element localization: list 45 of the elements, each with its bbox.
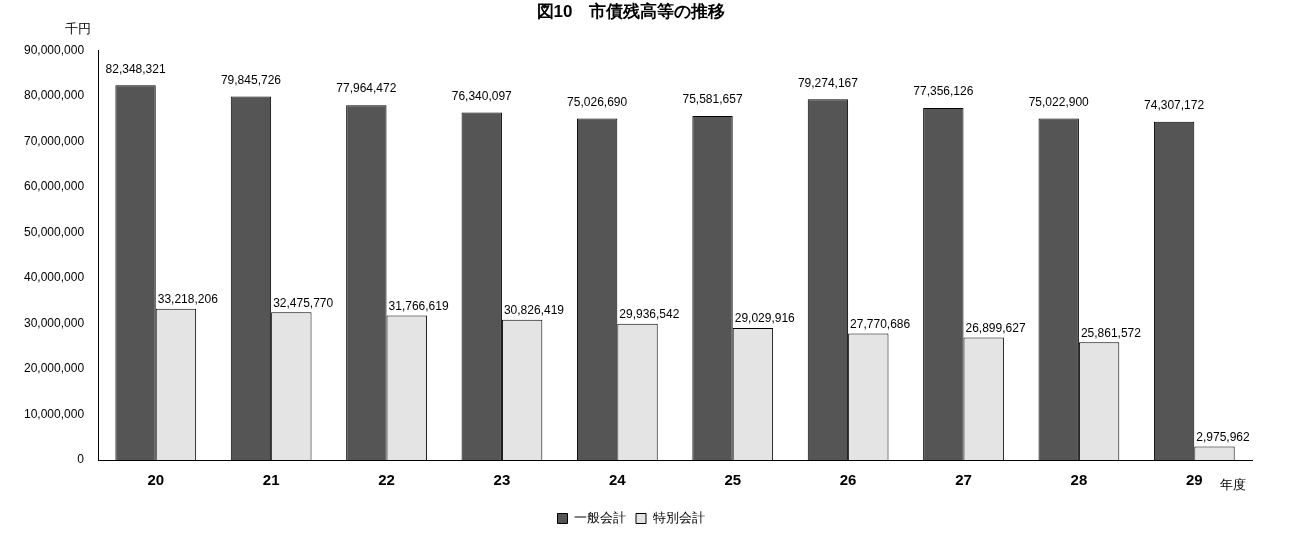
- data-label: 77,356,126: [913, 84, 974, 99]
- data-label: 75,026,690: [567, 94, 628, 109]
- legend-label: 特別会計: [652, 510, 705, 526]
- y-tick-label: 50,000,000: [24, 224, 85, 239]
- y-tick-label: 20,000,000: [24, 361, 85, 376]
- data-label: 33,218,206: [157, 292, 219, 307]
- y-tick-label: 40,000,000: [24, 270, 85, 285]
- data-label: 26,899,627: [965, 320, 1026, 335]
- x-tick-label: 28: [1070, 471, 1088, 489]
- data-label: 32,475,770: [273, 295, 334, 310]
- data-label: 29,936,542: [619, 307, 680, 322]
- x-tick-label: 29: [1185, 471, 1203, 489]
- data-label: 79,845,726: [220, 72, 282, 87]
- y-tick-label: 10,000,000: [24, 406, 85, 421]
- y-tick-label: 0: [77, 452, 85, 467]
- legend-label: 一般会計: [574, 510, 626, 526]
- y-tick-label: 60,000,000: [24, 179, 85, 194]
- x-tick-label: 25: [724, 471, 742, 489]
- x-tick-label: 21: [262, 471, 280, 489]
- data-label: 27,770,686: [850, 316, 911, 331]
- x-tick-label: 24: [608, 471, 627, 489]
- x-tick-label: 27: [955, 471, 972, 489]
- x-tick-label: 22: [378, 471, 395, 489]
- data-label: 2,975,962: [1196, 429, 1251, 444]
- x-tick-label: 20: [147, 471, 165, 489]
- data-label: 29,029,916: [734, 311, 796, 326]
- x-tick-label: 23: [493, 471, 511, 489]
- chart-title: 図10 市債残高等の推移: [536, 1, 726, 21]
- data-label: 76,340,097: [451, 88, 513, 103]
- x-axis-title: 年度: [1220, 476, 1247, 492]
- y-axis-title: 千円: [65, 21, 92, 37]
- y-tick-label: 70,000,000: [24, 133, 85, 148]
- y-tick-label: 80,000,000: [24, 88, 85, 103]
- data-label: 30,826,419: [503, 303, 565, 318]
- y-tick-label: 30,000,000: [24, 315, 85, 330]
- y-tick-label: 90,000,000: [24, 42, 85, 57]
- x-tick-label: 26: [839, 471, 857, 489]
- data-label: 77,964,472: [336, 81, 397, 96]
- data-label: 79,274,167: [797, 75, 859, 90]
- data-label: 75,022,900: [1028, 94, 1090, 109]
- data-label: 31,766,619: [388, 298, 449, 313]
- data-label: 25,861,572: [1080, 325, 1142, 340]
- data-label: 75,581,657: [682, 92, 743, 107]
- data-label: 74,307,172: [1144, 98, 1205, 113]
- data-label: 82,348,321: [105, 61, 166, 76]
